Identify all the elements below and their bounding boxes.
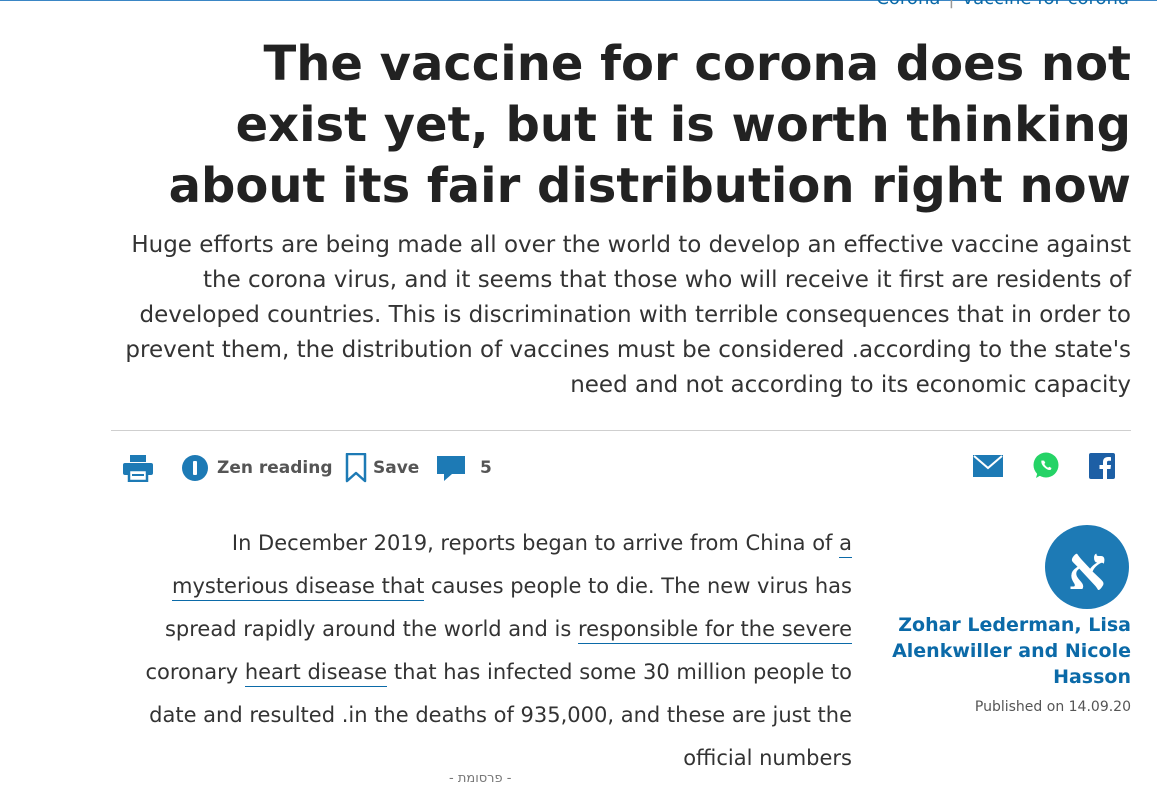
toolbar-divider: [111, 430, 1131, 431]
article-subtitle: Huge efforts are being made all over the…: [125, 232, 1131, 398]
bookmark-icon: [345, 453, 367, 483]
body-text-segment: causes people to die. The new virus has …: [164, 574, 852, 641]
comments-button[interactable]: 5: [436, 452, 492, 484]
top-border: [0, 0, 1157, 1]
whatsapp-icon: [1032, 452, 1060, 484]
aleph-logo-icon: א: [1068, 534, 1107, 604]
author-logo[interactable]: א: [1045, 525, 1129, 609]
link-mysterious-disease[interactable]: a mysterious disease that: [172, 531, 852, 601]
print-button[interactable]: [122, 452, 154, 484]
link-responsible-for-severe[interactable]: responsible for the severe: [577, 617, 852, 644]
link-heart-disease[interactable]: heart disease: [244, 660, 388, 687]
advertisement-label: - פרסומת -: [449, 771, 512, 786]
envelope-icon: [973, 455, 1003, 481]
speech-bubble-icon: [436, 454, 466, 482]
body-text-segment: that has infected some 30 million people…: [149, 660, 852, 770]
printer-icon: [122, 454, 154, 482]
info-circle-icon: [181, 454, 209, 482]
article-body: In December 2019, reports began to arriv…: [112, 522, 852, 780]
body-text-segment: coronary: [145, 660, 245, 684]
body-text-segment: In December 2019, reports began to arriv…: [231, 531, 840, 555]
share-facebook-button[interactable]: [1089, 452, 1115, 484]
breadcrumb-separator: |: [948, 0, 954, 9]
breadcrumb-section-link[interactable]: Corona: [876, 0, 940, 9]
published-date: Published on 14.09.20: [974, 699, 1131, 715]
author-names[interactable]: Zohar Lederman, Lisa Alenkwiller and Nic…: [892, 614, 1131, 688]
save-button[interactable]: Save: [345, 452, 419, 484]
save-label: Save: [373, 458, 420, 478]
zen-reading-label: Zen reading: [217, 458, 333, 478]
breadcrumb: Corona | vaccine for corona: [876, 0, 1129, 9]
comments-count: 5: [480, 458, 492, 478]
share-whatsapp-button[interactable]: [1032, 452, 1060, 484]
breadcrumb-topic-link[interactable]: vaccine for corona: [962, 0, 1129, 9]
share-mail-button[interactable]: [973, 452, 1003, 484]
facebook-icon: [1089, 453, 1115, 483]
svg-text:א: א: [1068, 534, 1107, 604]
zen-reading-button[interactable]: Zen reading: [181, 452, 333, 484]
article-headline: The vaccine for corona does not exist ye…: [168, 36, 1131, 214]
